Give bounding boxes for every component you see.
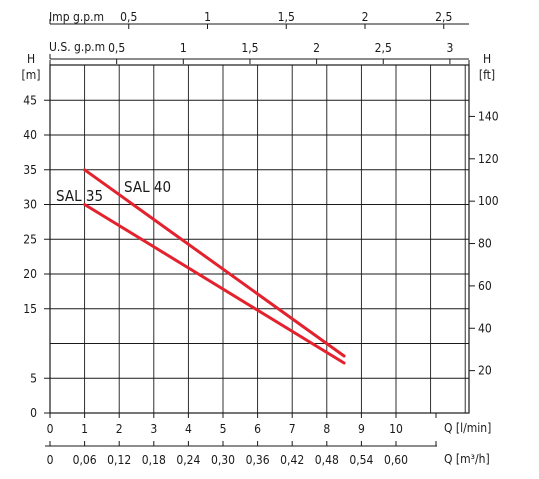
- top-axis-us-tick-label: 0,5: [108, 41, 125, 55]
- bottom-axis-m3h-tick-label: 0,18: [142, 453, 166, 467]
- bottom-axis-m3h-tick-label: 0,30: [211, 453, 235, 467]
- top-axis-us-tick-label: 2: [313, 41, 320, 55]
- top-axis-imp-tick-label: 2,5: [435, 10, 452, 24]
- right-axis-title-symbol: H: [483, 52, 491, 66]
- bottom-axis-m3h-tick-label: 0,06: [73, 453, 97, 467]
- left-axis-tick-label: 0: [30, 406, 37, 420]
- bottom-axis-title-m3h: Q [m³/h]: [444, 452, 490, 466]
- bottom-axis-m3h-tick-label: 0,12: [107, 453, 131, 467]
- top-axis-imp-tick-label: 2: [362, 10, 369, 24]
- bottom-axis-lmin-tick-label: 5: [220, 422, 227, 436]
- bottom-axis-lmin-tick-label: 0: [47, 422, 54, 436]
- left-axis-tick-label: 40: [23, 128, 37, 142]
- right-axis-tick-label: 80: [478, 237, 492, 251]
- top-axis-us-tick-label: 1,5: [241, 41, 258, 55]
- bottom-axis-m3h-tick-label: 0,36: [246, 453, 270, 467]
- series-label-sal-35: SAL 35: [56, 187, 103, 205]
- right-axis-tick-label: 20: [478, 364, 492, 378]
- bottom-axis-m3h-tick-label: 0,48: [315, 453, 339, 467]
- right-axis-title-unit: [ft]: [479, 68, 495, 82]
- bottom-axis-m3h-tick-label: 0,24: [176, 453, 200, 467]
- right-axis-tick-label: 40: [478, 321, 492, 335]
- left-axis-tick-label: 15: [23, 302, 37, 316]
- top-axis-us-tick-label: 3: [446, 41, 453, 55]
- bottom-axis-m3h-tick-label: 0,42: [280, 453, 304, 467]
- right-axis-tick-label: 140: [478, 109, 499, 123]
- top-axis-us-tick-label: 1: [180, 41, 187, 55]
- curve-sal-35: [83, 203, 346, 365]
- top-axis-imp-tick-label: 1: [204, 10, 211, 24]
- bottom-axis-lmin-tick-label: 7: [289, 422, 296, 436]
- bottom-axis-title-lmin: Q [l/min]: [444, 421, 491, 435]
- top-axis-imp-tick-label: 0,5: [120, 10, 137, 24]
- grid-lines: [50, 65, 469, 413]
- bottom-axis-m3h-tick-label: 0,60: [384, 453, 408, 467]
- left-axis-title-unit: [m]: [22, 68, 41, 82]
- bottom-axis-lmin-tick-label: 2: [116, 422, 123, 436]
- left-axis-tick-label: 5: [30, 371, 37, 385]
- left-axis-tick-label: 45: [23, 93, 37, 107]
- left-axis-title-symbol: H: [27, 52, 35, 66]
- curve-sal-40: [83, 168, 346, 358]
- top-axis-title-us-gpm: U.S. g.p.m: [49, 40, 105, 54]
- left-axis-tick-label: 30: [23, 198, 37, 212]
- bottom-axis-m3h-tick-label: 0: [47, 453, 54, 467]
- left-axis-tick-label: 20: [23, 267, 37, 281]
- series-label-sal-40: SAL 40: [124, 178, 171, 196]
- bottom-axis-m3h-tick-label: 0,54: [349, 453, 373, 467]
- pump-curves: [83, 168, 346, 365]
- top-axis-us-tick-label: 2,5: [375, 41, 392, 55]
- top-axis-title-imp-gpm: Imp g.p.m: [49, 10, 104, 24]
- right-axis-tick-label: 120: [478, 152, 499, 166]
- bottom-axis-lmin-tick-label: 3: [150, 422, 157, 436]
- left-axis-tick-label: 35: [23, 163, 37, 177]
- bottom-axis-lmin-tick-label: 8: [323, 422, 330, 436]
- bottom-axis-lmin-tick-label: 4: [185, 422, 192, 436]
- bottom-axis-lmin-tick-label: 1: [81, 422, 88, 436]
- top-axis-imp-tick-label: 1,5: [278, 10, 295, 24]
- right-axis-tick-label: 100: [478, 194, 499, 208]
- left-axis-tick-label: 25: [23, 232, 37, 246]
- bottom-axis-lmin-tick-label: 9: [358, 422, 365, 436]
- bottom-axis-lmin-tick-label: 6: [254, 422, 261, 436]
- right-axis-tick-label: 60: [478, 279, 492, 293]
- bottom-axis-lmin-tick-label: 10: [389, 422, 403, 436]
